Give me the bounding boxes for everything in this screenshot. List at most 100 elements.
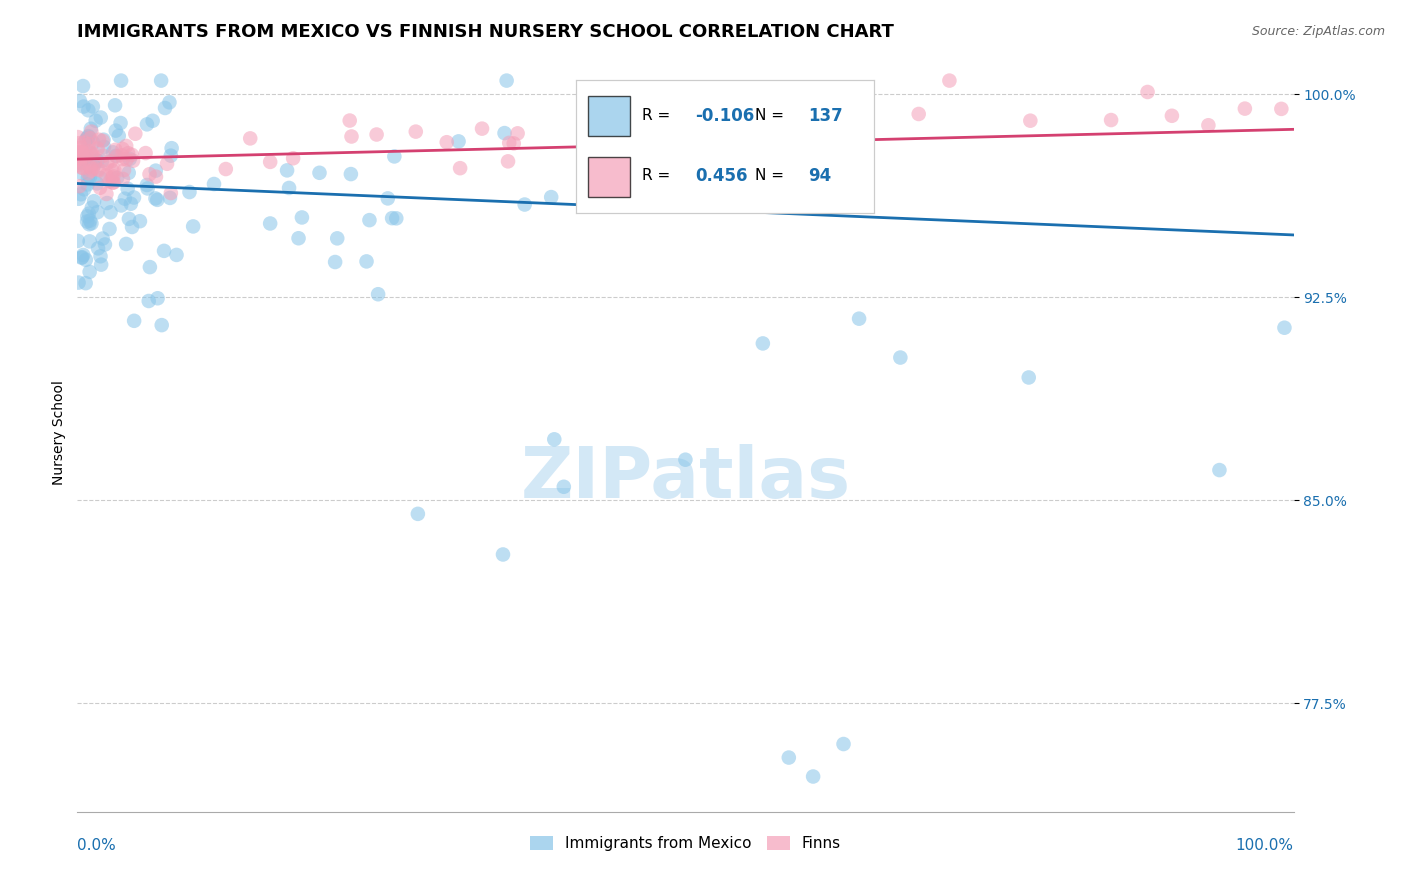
Point [80,145,103,160]
Point [96,186,118,201]
Point [495,73,517,87]
Point [907,107,929,121]
Point [93,140,115,154]
Point [76,171,98,186]
Point [67,152,90,166]
Point [406,507,429,521]
Point [67,192,90,206]
Point [79,265,101,279]
Point [110,73,132,87]
Point [69,179,91,194]
Point [117,182,139,196]
Point [498,136,520,150]
Point [1233,102,1256,116]
Point [710,169,733,184]
Point [77,207,100,221]
Point [100,154,122,169]
Point [166,248,188,262]
Point [101,163,124,178]
Point [112,163,135,178]
Point [84,113,107,128]
Point [138,167,160,181]
Point [765,112,787,127]
Point [103,163,125,178]
Point [104,98,127,112]
Point [67,150,90,164]
Point [70,251,93,265]
Point [72,99,94,113]
Point [104,143,127,157]
Point [111,148,134,162]
Point [91,153,114,168]
Point [138,293,160,308]
Point [101,145,124,160]
Y-axis label: Nursery School: Nursery School [52,380,66,485]
Point [101,176,124,190]
Text: IMMIGRANTS FROM MEXICO VS FINNISH NURSERY SCHOOL CORRELATION CHART: IMMIGRANTS FROM MEXICO VS FINNISH NURSER… [77,23,894,41]
Point [356,254,378,268]
Point [150,318,173,332]
Point [142,113,165,128]
Point [287,231,309,245]
Point [513,197,536,211]
Point [93,133,115,147]
Text: 100.0%: 100.0% [1236,838,1294,854]
Point [75,252,97,267]
Point [382,149,405,163]
Point [79,213,101,227]
Point [80,121,103,136]
Point [122,314,145,328]
Point [80,201,103,215]
Point [405,125,427,139]
Point [82,149,104,163]
Point [86,205,108,219]
Point [179,185,201,199]
Point [75,152,97,166]
Point [115,153,138,167]
Point [339,113,361,128]
Point [86,142,108,156]
Point [72,149,94,163]
Point [1274,320,1296,334]
Point [77,103,100,118]
Point [111,142,134,156]
Point [77,217,100,231]
Point [70,140,93,154]
Point [79,145,101,159]
Point [938,73,960,87]
Point [79,131,101,145]
Point [690,173,713,187]
Point [77,129,100,144]
Point [811,200,834,214]
Point [90,111,112,125]
Point [87,241,110,255]
Point [101,170,124,185]
Point [1018,370,1040,384]
Point [72,78,94,93]
Point [82,162,104,177]
Point [259,154,281,169]
Point [70,166,93,180]
Point [105,149,128,163]
Point [121,148,143,162]
Point [77,129,100,144]
Point [80,146,103,161]
Point [115,236,138,251]
Point [153,244,176,258]
Point [75,132,97,146]
Point [96,156,118,170]
Point [72,248,94,262]
Point [136,178,159,192]
Point [82,99,104,113]
Point [340,167,363,181]
Point [70,145,93,159]
Point [79,160,101,174]
Point [160,186,183,200]
Point [585,132,607,146]
Point [89,249,111,263]
Point [70,161,93,175]
Point [1136,85,1159,99]
Point [145,169,167,184]
Point [160,141,183,155]
Point [86,153,108,168]
